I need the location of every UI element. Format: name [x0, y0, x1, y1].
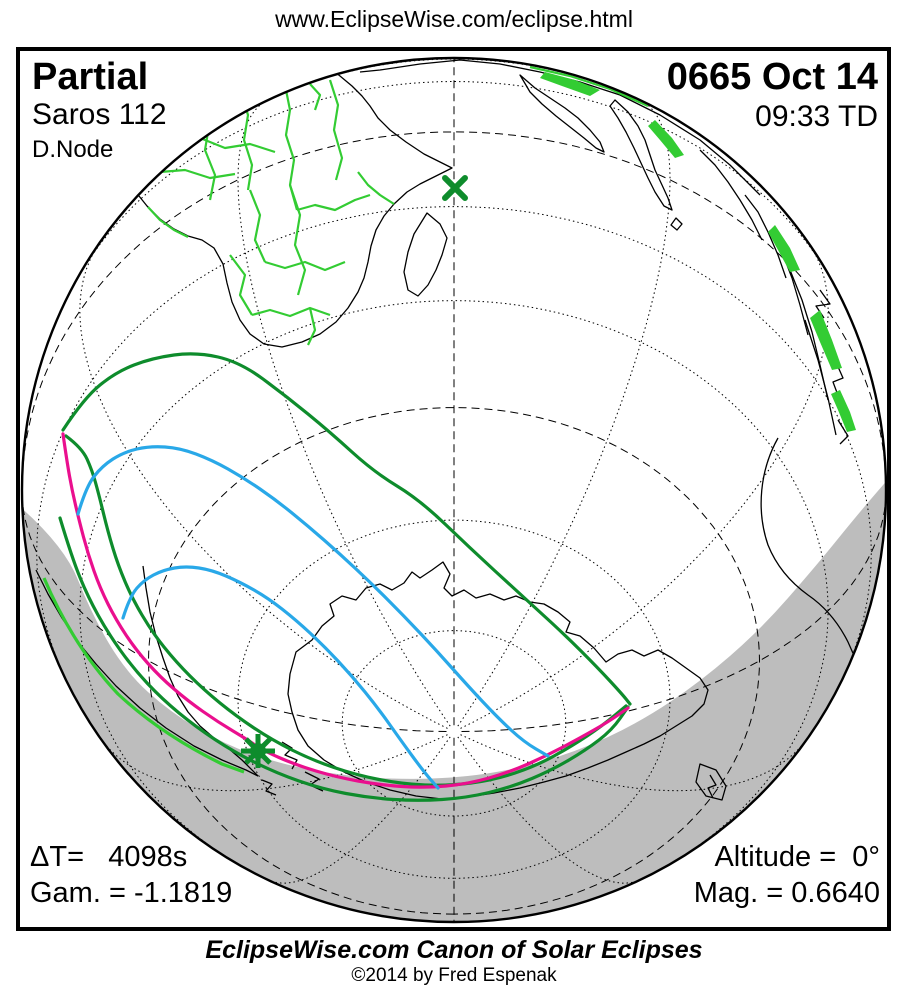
south-america-border [42, 577, 245, 774]
limb-land-patch [810, 310, 842, 370]
limb-land-patch [831, 390, 856, 432]
magnitude-label: Mag. = 0.6640 [693, 877, 880, 909]
sunrise-sunset-curve-2 [121, 565, 440, 790]
copyright: ©2014 by Fred Espenak [351, 965, 557, 986]
node-label: D.Node [32, 136, 114, 163]
globe-contents [23, 59, 885, 921]
eclipse-limit-south [58, 516, 630, 802]
eclipse-time-label: 09:33 TD [755, 100, 878, 133]
limb-land-patch [648, 120, 684, 158]
limb-land-patch [768, 225, 800, 272]
gamma-label: Gam. = -1.1819 [30, 877, 233, 909]
delta-t-label: ΔT= 4098s [30, 841, 188, 873]
sub-solar-x-marker [442, 175, 468, 201]
sunrise-sunset-curve-1 [76, 445, 550, 758]
saros-label: Saros 112 [32, 98, 167, 131]
eclipse-type-label: Partial [32, 56, 149, 98]
page-url-header: www.EclipseWise.com/eclipse.html [275, 6, 633, 32]
greatest-eclipse-star [241, 734, 275, 768]
canon-title: EclipseWise.com Canon of Solar Eclipses [205, 936, 703, 964]
eclipse-limit-north [61, 352, 632, 706]
globe-outline [20, 56, 888, 924]
eclipse-date-label: 0665 Oct 14 [666, 56, 878, 98]
night-shade [23, 470, 885, 921]
eclipse-limit-return [64, 434, 628, 787]
altitude-label: Altitude = 0° [714, 841, 880, 873]
limb-land-patch [540, 72, 600, 96]
